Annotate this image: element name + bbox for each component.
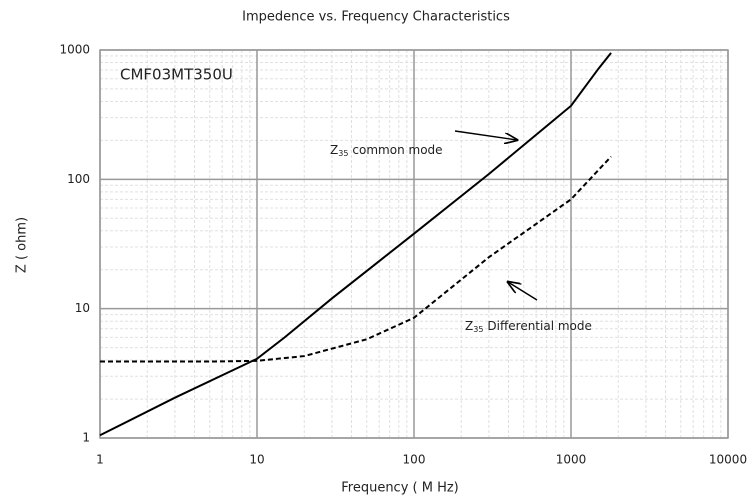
annotation-sub: 35 bbox=[473, 325, 483, 334]
annotation-text: Differential mode bbox=[487, 319, 591, 333]
annotation: CMF03MT350U bbox=[120, 66, 233, 84]
x-axis-label: Frequency ( M Hz) bbox=[341, 481, 459, 496]
series-line bbox=[100, 155, 612, 363]
annotation: Z35 Differential mode bbox=[465, 319, 592, 334]
chart-title: Impedence vs. Frequency Characteristics bbox=[242, 10, 510, 25]
y-tick-label: 100 bbox=[67, 172, 90, 186]
plot-frame bbox=[99, 49, 729, 439]
arrow bbox=[508, 282, 538, 301]
x-tick-label: 1 bbox=[96, 453, 104, 467]
annotation-main: Z bbox=[465, 319, 473, 333]
annotation: Z35 common mode bbox=[330, 143, 443, 158]
y-tick-label: 1000 bbox=[59, 43, 90, 57]
y-tick-label: 1 bbox=[82, 431, 90, 445]
x-tick-label: 10000 bbox=[709, 453, 747, 467]
x-tick-label: 10 bbox=[249, 453, 264, 467]
arrow bbox=[454, 130, 517, 140]
annotation-text: common mode bbox=[352, 143, 442, 157]
annotation-main: Z bbox=[330, 143, 338, 157]
y-axis-label: Z ( ohm) bbox=[15, 217, 30, 273]
series-line bbox=[99, 52, 612, 437]
x-tick-label: 1000 bbox=[556, 453, 587, 467]
marks bbox=[99, 52, 612, 437]
x-tick-label: 100 bbox=[403, 453, 426, 467]
annotation-sub: 35 bbox=[338, 149, 348, 158]
y-tick-label: 10 bbox=[75, 301, 90, 315]
grid bbox=[99, 49, 729, 439]
